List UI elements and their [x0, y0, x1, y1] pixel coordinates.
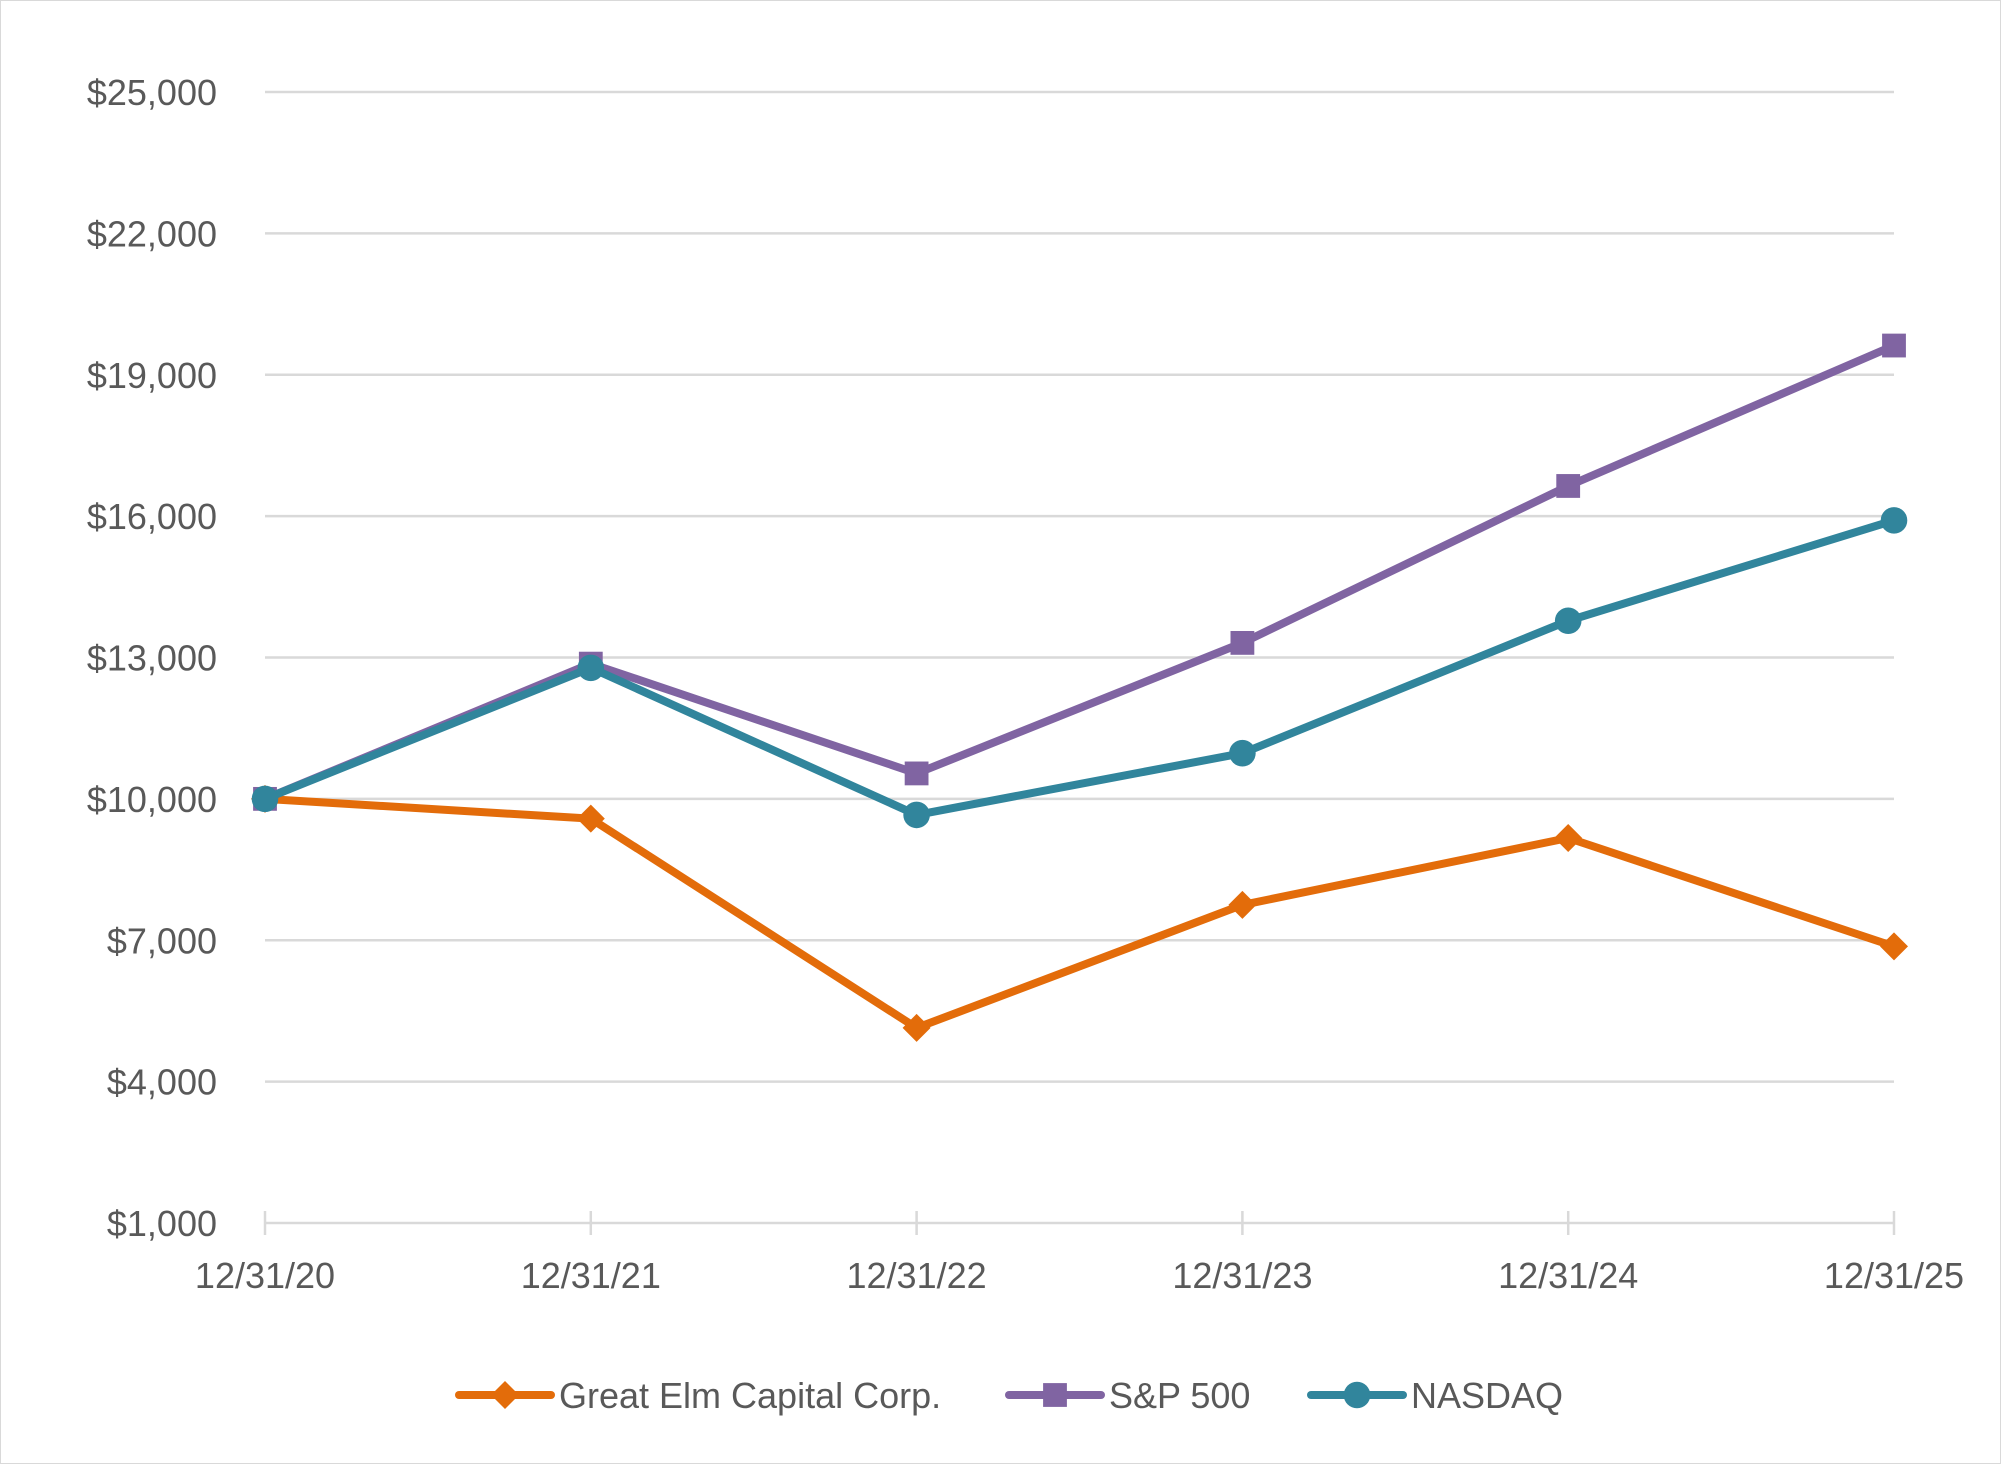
data-point-square	[1043, 1383, 1067, 1407]
x-tick-label: 12/31/24	[1498, 1255, 1638, 1296]
x-tick-label: 12/31/21	[521, 1255, 661, 1296]
y-axis-tick-labels: $1,000 $4,000 $7,000 $10,000 $13,000 $16,000 $…	[87, 72, 217, 1244]
y-tick-label: $22,000	[87, 213, 217, 254]
data-point-diamond	[1228, 890, 1257, 919]
legend-label: S&P 500	[1109, 1375, 1250, 1416]
data-point-diamond	[576, 804, 605, 833]
y-tick-label: $1,000	[107, 1203, 217, 1244]
x-tick-label: 12/31/20	[195, 1255, 335, 1296]
data-point-square	[1556, 474, 1581, 498]
data-point-square	[904, 761, 929, 786]
data-point-diamond	[491, 1381, 519, 1409]
legend-entry: NASDAQ	[1307, 1375, 1563, 1416]
y-tick-label: $13,000	[87, 638, 217, 679]
legend-entry: S&P 500	[1005, 1375, 1250, 1416]
series-lines	[251, 333, 1908, 1042]
legend: Great Elm Capital Corp. S&P 500 NASDAQ	[455, 1375, 1563, 1416]
y-tick-label: $7,000	[107, 920, 217, 961]
x-tick-label: 12/31/22	[847, 1255, 987, 1296]
y-tick-label: $25,000	[87, 72, 217, 113]
data-point-diamond	[1880, 932, 1908, 961]
data-point-square	[1230, 630, 1255, 655]
data-point-circle	[1880, 507, 1908, 534]
x-axis-tick-labels: 12/31/20 12/31/21 12/31/22 12/31/23 12/31/24…	[195, 1255, 1964, 1296]
series-line	[261, 516, 1898, 819]
data-point-square	[1882, 333, 1906, 358]
x-tick-label: 12/31/25	[1824, 1255, 1964, 1296]
data-point-circle	[1554, 607, 1582, 635]
series-great-elm-capital-corp	[251, 784, 1908, 1042]
series-nasdaq	[251, 507, 1908, 829]
x-tick-label: 12/31/23	[1172, 1255, 1312, 1296]
y-tick-label: $19,000	[87, 355, 217, 396]
data-point-diamond	[902, 1013, 931, 1042]
y-tick-label: $16,000	[87, 496, 217, 537]
gridlines	[265, 90, 1894, 1083]
data-point-circle	[577, 654, 605, 682]
legend-label: Great Elm Capital Corp.	[559, 1375, 941, 1416]
x-axis	[263, 1211, 1896, 1235]
data-point-circle	[903, 801, 930, 829]
data-point-circle	[251, 785, 279, 813]
data-point-circle	[1343, 1381, 1371, 1409]
series-line	[261, 794, 1898, 1032]
legend-label: NASDAQ	[1411, 1375, 1563, 1416]
data-point-diamond	[1554, 823, 1583, 852]
y-tick-label: $4,000	[107, 1062, 217, 1103]
series-s-p-500	[253, 333, 1906, 811]
series-line	[261, 341, 1898, 803]
y-tick-label: $10,000	[87, 779, 217, 820]
legend-entry: Great Elm Capital Corp.	[455, 1375, 941, 1416]
data-point-circle	[1229, 739, 1256, 767]
